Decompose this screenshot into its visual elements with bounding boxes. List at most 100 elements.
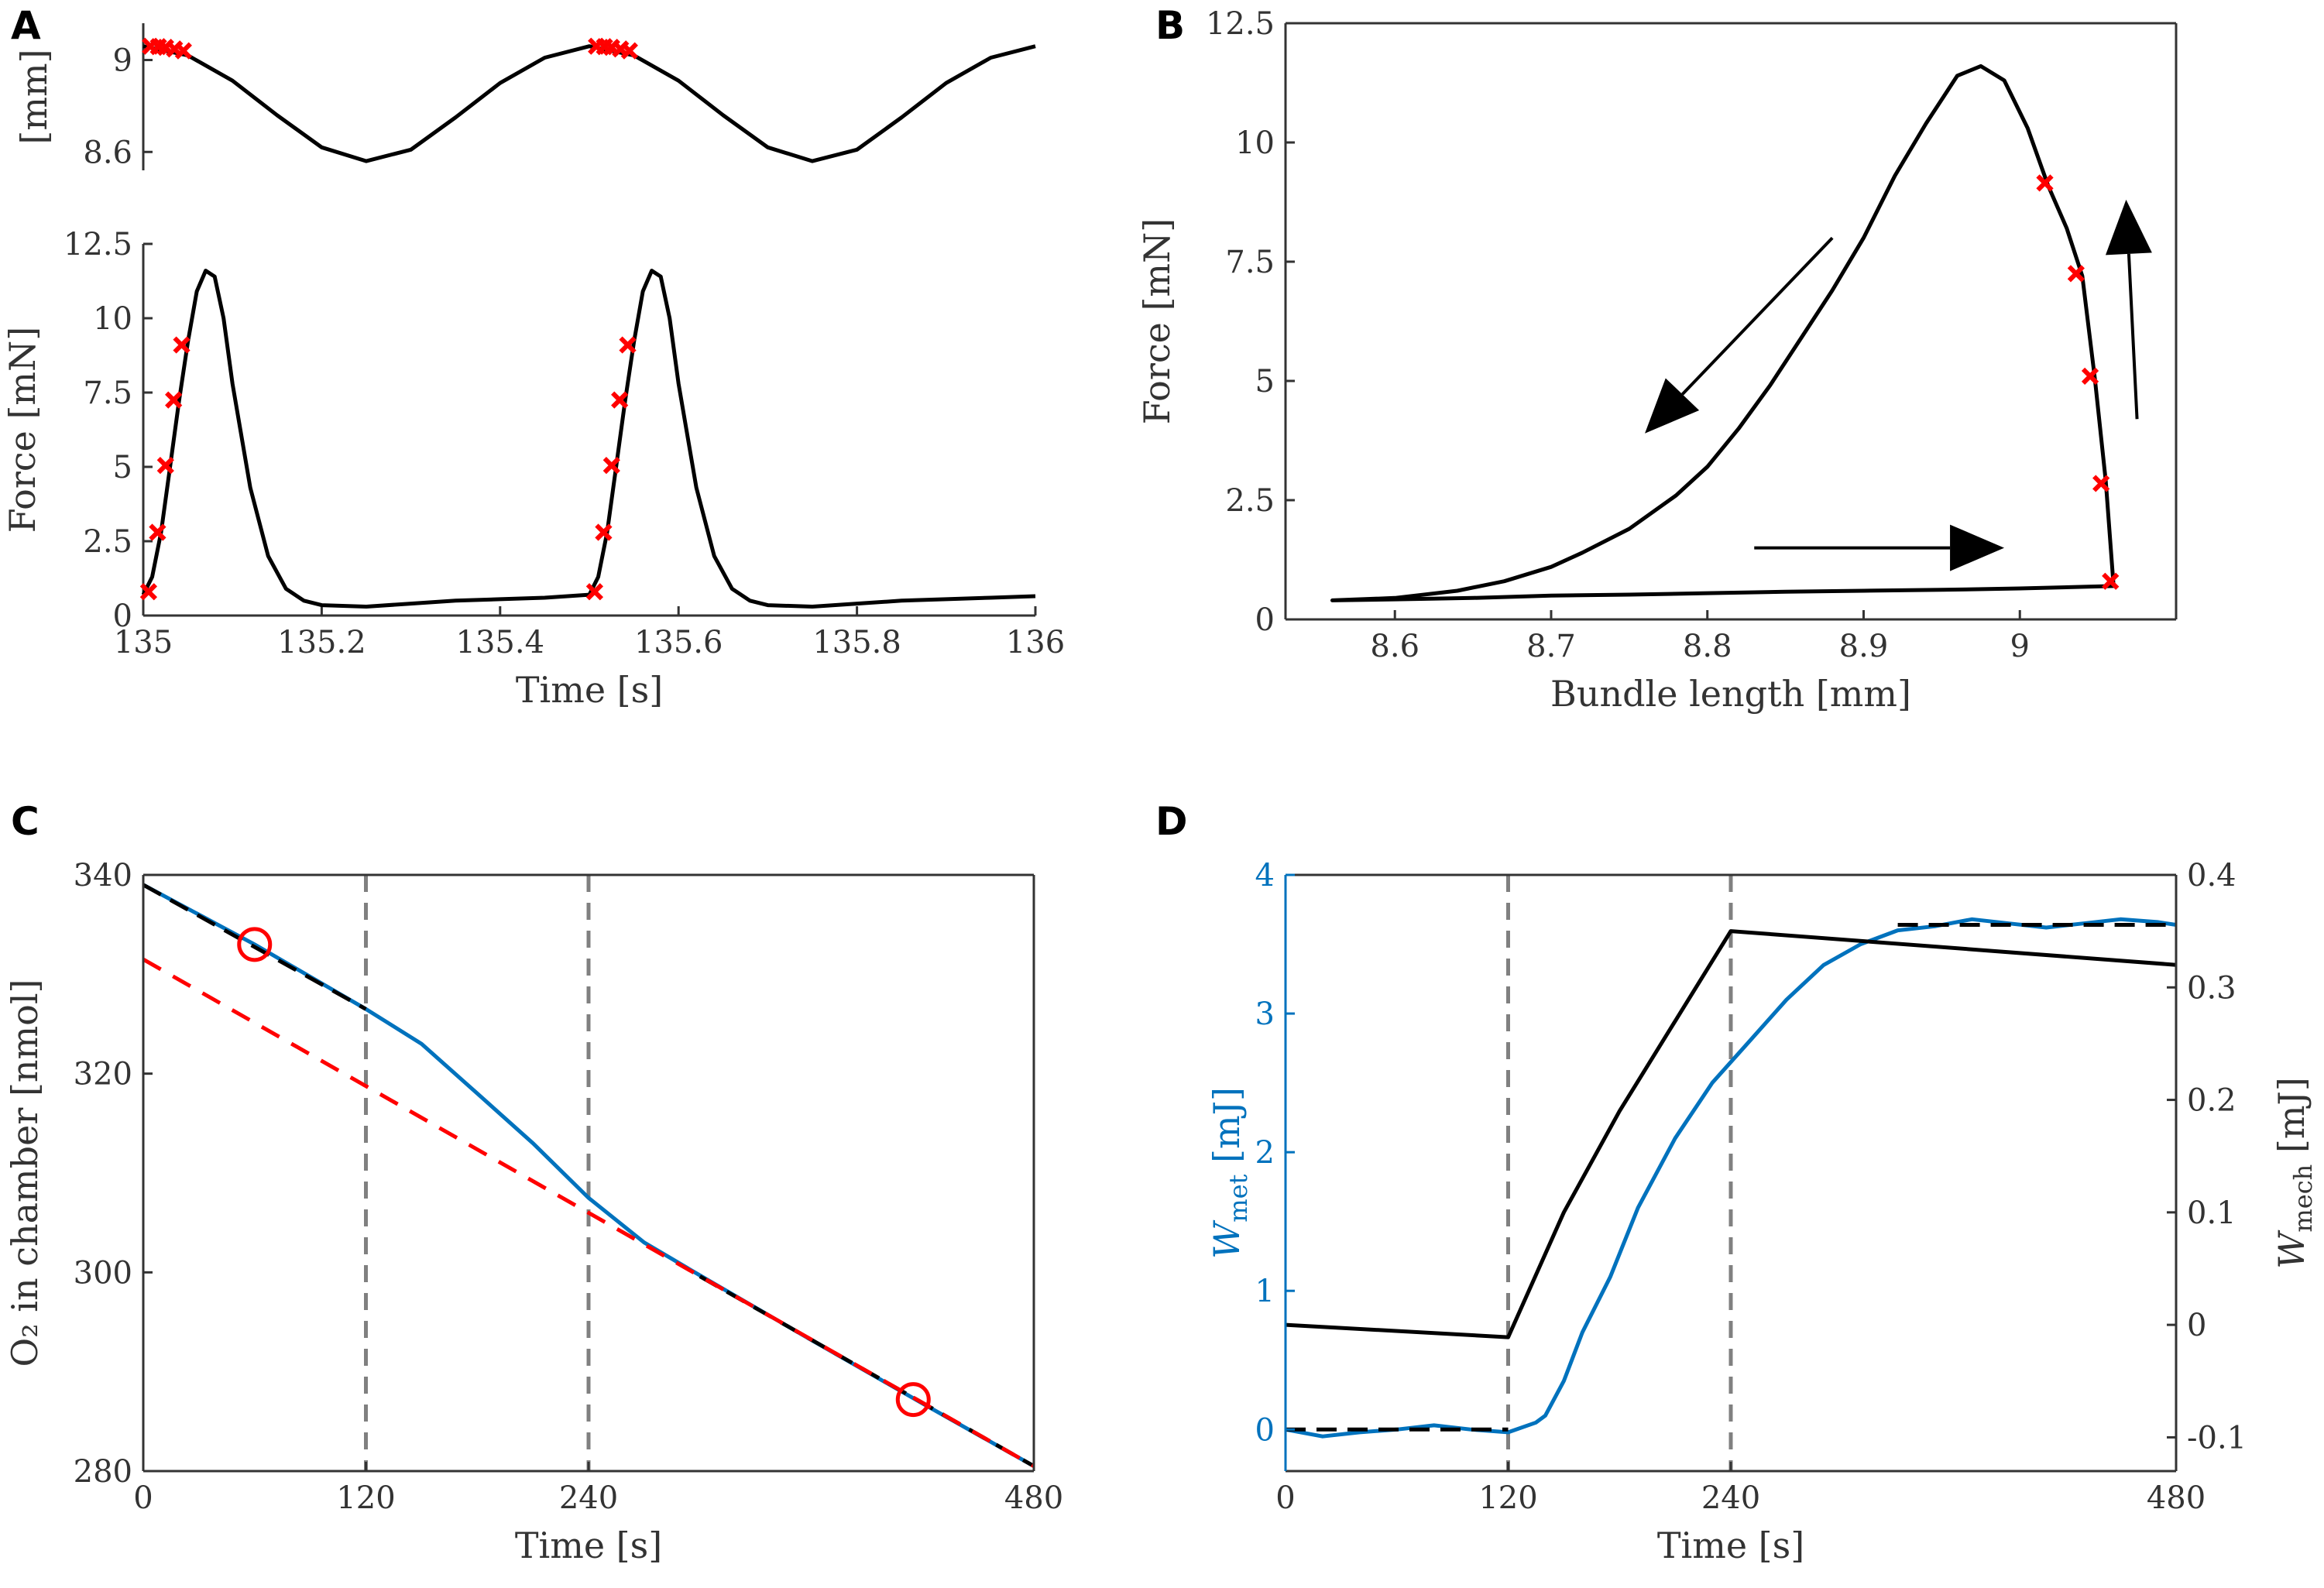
x-axis-title: Bundle length [mm] bbox=[1550, 673, 1911, 715]
baseline-fit-line bbox=[142, 883, 367, 1011]
force-marker bbox=[595, 523, 613, 541]
length-trace bbox=[142, 44, 1036, 163]
y-tick-label: 0.4 bbox=[2187, 858, 2236, 893]
x-axis-title: Time [s] bbox=[1657, 1525, 1804, 1566]
arrow-shaft bbox=[1681, 236, 1834, 396]
y-tick-label: 0 bbox=[1255, 1412, 1275, 1448]
y-tick-label: 3 bbox=[1255, 996, 1275, 1032]
force-marker bbox=[156, 456, 174, 475]
x-tick-label: 135.2 bbox=[277, 625, 366, 660]
y-tick-label: 10 bbox=[1235, 125, 1275, 161]
y-axis-left-subscript: met bbox=[1224, 1174, 1253, 1222]
extrapolated-baseline bbox=[142, 957, 1035, 1468]
y-tick-label: 12.5 bbox=[64, 227, 132, 262]
y-tick-label: 5 bbox=[1255, 364, 1275, 400]
loop-marker bbox=[2092, 475, 2110, 492]
x-tick-label: 135 bbox=[114, 625, 173, 660]
y-tick-label: 0.3 bbox=[2187, 970, 2236, 1006]
y-tick-label: 0.2 bbox=[2187, 1083, 2236, 1119]
x-tick-label: 120 bbox=[336, 1480, 395, 1516]
force-marker bbox=[149, 523, 166, 541]
x-tick-label: 135.6 bbox=[634, 625, 723, 660]
loop-marker bbox=[2067, 265, 2085, 283]
y-tick-label: 12.5 bbox=[1206, 6, 1275, 42]
y-tick-label: 0.1 bbox=[2187, 1195, 2236, 1231]
x-tick-label: 8.9 bbox=[1839, 629, 1889, 664]
y-axis-left-symbol: W bbox=[1206, 1219, 1248, 1259]
x-tick-label: 135.8 bbox=[812, 625, 901, 660]
y-tick-label: 300 bbox=[74, 1255, 132, 1291]
force-trace bbox=[141, 269, 1036, 609]
force-marker bbox=[173, 336, 191, 354]
y-axis-title: [mm] bbox=[13, 49, 55, 144]
force-marker bbox=[585, 583, 604, 601]
arrow-shaft bbox=[2127, 253, 2139, 420]
y-tick-label: 340 bbox=[74, 858, 132, 893]
fit-point-circle bbox=[895, 1382, 931, 1418]
x-tick-label: 135.4 bbox=[456, 625, 545, 660]
arrow-head bbox=[2105, 199, 2152, 256]
work-loop-trace bbox=[1330, 63, 2116, 602]
y-tick-label: 7.5 bbox=[1225, 245, 1275, 280]
force-marker bbox=[619, 336, 637, 354]
y-axis-title: Force [mN] bbox=[2, 327, 43, 533]
y-tick-label: 1 bbox=[1255, 1274, 1275, 1309]
y-axis-right-unit: [mJ] bbox=[2271, 1077, 2312, 1164]
length-marker bbox=[174, 42, 192, 60]
panel-c-chart: C 0 120 240 480 Time [s] 280 300 320 340 O₂ in cha… bbox=[4, 799, 1063, 1566]
arrow-head bbox=[1950, 524, 2005, 571]
force-marker bbox=[165, 391, 183, 409]
y-axis-title: O₂ in chamber [nmol] bbox=[4, 979, 46, 1367]
panel-label: A bbox=[11, 3, 41, 48]
panel-a-bottom-chart: 135 135.2 135.4 135.6 135.8 136 Time [s] 0 2.5 5 7… bbox=[2, 227, 1065, 711]
x-tick-label: 240 bbox=[1701, 1480, 1760, 1516]
y-tick-label: 8.6 bbox=[83, 135, 132, 170]
force-marker bbox=[139, 583, 158, 601]
force-marker bbox=[602, 456, 620, 475]
panel-d-chart: D 0 120 240 480 Time [s] 0 1 2 3 4 -0.1 0 0.1 0.2 0.3 0.… bbox=[1155, 799, 2318, 1566]
panel-label: B bbox=[1155, 3, 1185, 48]
y-tick-label: 4 bbox=[1255, 858, 1275, 893]
y-tick-label: 0 bbox=[113, 599, 132, 634]
y-axis-left-title: Wmet [mJ] bbox=[1206, 1087, 1253, 1259]
x-tick-label: 8.8 bbox=[1683, 629, 1732, 664]
y-axis-title: Force [mN] bbox=[1136, 218, 1178, 424]
y-axis-right-symbol: W bbox=[2271, 1230, 2312, 1269]
y-tick-label: 320 bbox=[74, 1057, 132, 1092]
x-tick-label: 120 bbox=[1478, 1480, 1537, 1516]
y-tick-label: -0.1 bbox=[2187, 1420, 2247, 1456]
y-tick-label: 7.5 bbox=[83, 376, 132, 411]
x-axis-title: Time [s] bbox=[515, 1525, 662, 1566]
y-tick-label: 9 bbox=[113, 43, 132, 79]
y-tick-label: 10 bbox=[93, 301, 132, 337]
loop-marker bbox=[2102, 572, 2120, 590]
x-tick-label: 136 bbox=[1006, 625, 1065, 660]
y-tick-label: 5 bbox=[113, 450, 132, 485]
x-tick-label: 0 bbox=[133, 1480, 153, 1516]
length-marker bbox=[620, 42, 638, 60]
x-tick-label: 9 bbox=[2010, 629, 2030, 664]
loop-marker bbox=[2081, 367, 2099, 385]
y-tick-label: 2 bbox=[1255, 1135, 1275, 1171]
panel-b-chart: B 8.6 8.7 8.8 8.9 9 Bundle length [mm] 0 2.5 5 7.5… bbox=[1136, 3, 2178, 715]
panel-label: C bbox=[11, 799, 39, 844]
wmech-trace bbox=[1285, 929, 2177, 1339]
y-tick-label: 2.5 bbox=[83, 524, 132, 560]
x-tick-label: 480 bbox=[2147, 1480, 2206, 1516]
fit-point-circle bbox=[237, 927, 273, 962]
y-axis-left-unit: [mJ] bbox=[1206, 1087, 1248, 1175]
x-tick-label: 8.7 bbox=[1526, 629, 1576, 664]
panel-label: D bbox=[1155, 799, 1188, 844]
x-tick-label: 0 bbox=[1275, 1480, 1295, 1516]
arrow-head bbox=[1645, 378, 1700, 434]
x-axis-title: Time [s] bbox=[516, 669, 663, 711]
y-tick-label: 0 bbox=[1255, 602, 1275, 638]
y-tick-label: 0 bbox=[2187, 1308, 2206, 1343]
y-axis-right-subscript: mech bbox=[2288, 1164, 2318, 1233]
x-tick-label: 8.6 bbox=[1370, 629, 1419, 664]
y-tick-label: 2.5 bbox=[1225, 483, 1275, 519]
panel-a-top-chart: A 8.6 9 [mm] bbox=[11, 3, 1036, 170]
loop-marker bbox=[2036, 174, 2054, 192]
y-axis-right-title: Wmech [mJ] bbox=[2271, 1077, 2318, 1269]
